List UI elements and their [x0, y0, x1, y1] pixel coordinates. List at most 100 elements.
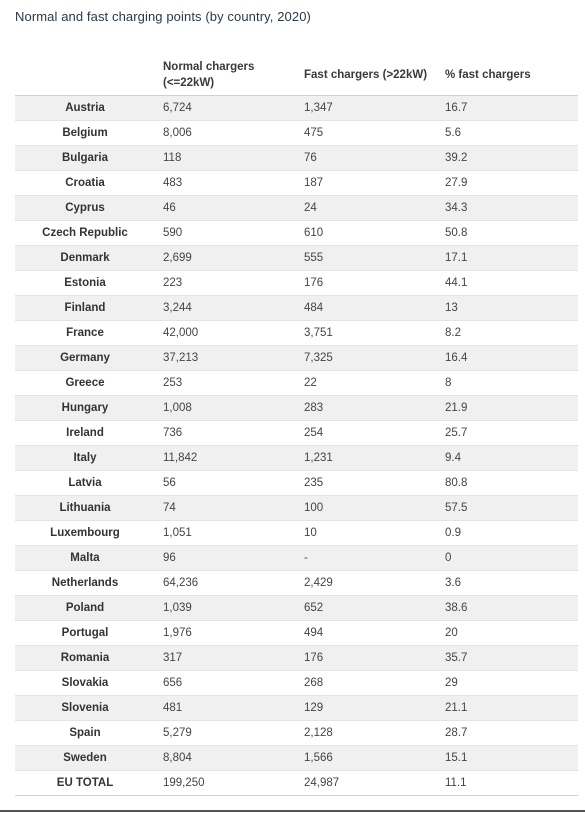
percent-fast-cell: 35.7: [437, 645, 578, 671]
table-row: Malta 96-0: [15, 545, 578, 571]
normal-chargers-cell: 8,804: [155, 745, 296, 771]
fast-chargers-cell: 176: [296, 645, 437, 671]
table-row: Poland 1,039 652 38.6: [15, 595, 578, 621]
percent-fast-cell: 5.6: [437, 120, 578, 146]
table-row: France 42,000 3,751 8.2: [15, 320, 578, 346]
table-row: Greece 253 22 8: [15, 370, 578, 396]
country-cell: France: [15, 320, 155, 346]
country-cell: Spain: [15, 720, 155, 746]
country-cell: Czech Republic: [15, 220, 155, 246]
charging-points-table: Normal chargers (<=22kW) Fast chargers (…: [15, 55, 578, 796]
table-row: Croatia 483 187 27.9: [15, 170, 578, 196]
country-cell: Hungary: [15, 395, 155, 421]
table-row: Czech Republic 590 610 50.8: [15, 220, 578, 246]
fast-chargers-cell: 254: [296, 420, 437, 446]
table-row: Lithuania 74 100 57.5: [15, 495, 578, 521]
percent-fast-cell: 16.4: [437, 345, 578, 371]
normal-chargers-cell: 317: [155, 645, 296, 671]
table-row: Austria 6,724 1,347 16.7: [15, 95, 578, 121]
percent-fast-cell: 0: [437, 545, 578, 571]
percent-fast-cell: 16.7: [437, 95, 578, 121]
percent-fast-cell: 3.6: [437, 570, 578, 596]
percent-fast-cell: 28.7: [437, 720, 578, 746]
table-row: Netherlands 64,236 2,429 3.6: [15, 570, 578, 596]
fast-chargers-cell: 235: [296, 470, 437, 496]
table-row: Germany 37,213 7,325 16.4: [15, 345, 578, 371]
country-cell: Sweden: [15, 745, 155, 771]
fast-chargers-cell: 76: [296, 145, 437, 171]
normal-chargers-cell: 5,279: [155, 720, 296, 746]
normal-chargers-cell: 590: [155, 220, 296, 246]
country-cell: Finland: [15, 295, 155, 321]
country-cell: Croatia: [15, 170, 155, 196]
country-cell: Ireland: [15, 420, 155, 446]
country-cell: Italy: [15, 445, 155, 471]
table-row: Finland 3,244 484 13: [15, 295, 578, 321]
normal-chargers-cell: 8,006: [155, 120, 296, 146]
normal-chargers-cell: 2,699: [155, 245, 296, 271]
table-body: Austria 6,724 1,347 16.7 Belgium 8,006 475 5.6 B…: [15, 95, 578, 796]
country-cell: Denmark: [15, 245, 155, 271]
column-header-country: [15, 55, 155, 96]
fast-chargers-cell: 22: [296, 370, 437, 396]
country-cell: Bulgaria: [15, 145, 155, 171]
normal-chargers-cell: 481: [155, 695, 296, 721]
normal-chargers-cell: 1,008: [155, 395, 296, 421]
normal-chargers-cell: 1,051: [155, 520, 296, 546]
table-row: Portugal 1,976 494 20: [15, 620, 578, 646]
country-cell: Germany: [15, 345, 155, 371]
normal-chargers-cell: 483: [155, 170, 296, 196]
fast-chargers-cell: 187: [296, 170, 437, 196]
country-cell: Lithuania: [15, 495, 155, 521]
table-row: Belgium 8,006 475 5.6: [15, 120, 578, 146]
normal-chargers-cell: 223: [155, 270, 296, 296]
table-row: Slovakia 656 268 29: [15, 670, 578, 696]
country-cell: Luxembourg: [15, 520, 155, 546]
fast-chargers-cell: 1,347: [296, 95, 437, 121]
country-cell: Slovakia: [15, 670, 155, 696]
fast-chargers-cell: 176: [296, 270, 437, 296]
percent-fast-cell: 8.2: [437, 320, 578, 346]
fast-chargers-cell: 10: [296, 520, 437, 546]
percent-fast-cell: 34.3: [437, 195, 578, 221]
fast-chargers-cell: 1,231: [296, 445, 437, 471]
table-row: Ireland 736 254 25.7: [15, 420, 578, 446]
fast-chargers-cell: 475: [296, 120, 437, 146]
table-row: Spain 5,279 2,128 28.7: [15, 720, 578, 746]
percent-fast-cell: 80.8: [437, 470, 578, 496]
percent-fast-cell: 21.9: [437, 395, 578, 421]
country-cell: Netherlands: [15, 570, 155, 596]
percent-fast-cell: 57.5: [437, 495, 578, 521]
percent-fast-cell: 39.2: [437, 145, 578, 171]
fast-chargers-cell: 100: [296, 495, 437, 521]
normal-chargers-cell: 199,250: [155, 770, 296, 796]
fast-chargers-cell: 610: [296, 220, 437, 246]
fast-chargers-cell: 2,128: [296, 720, 437, 746]
fast-chargers-cell: 129: [296, 695, 437, 721]
country-cell: Poland: [15, 595, 155, 621]
normal-chargers-cell: 736: [155, 420, 296, 446]
column-header-percent-fast: % fast chargers: [437, 55, 578, 96]
country-cell: Malta: [15, 545, 155, 571]
country-cell: EU TOTAL: [15, 770, 155, 796]
percent-fast-cell: 11.1: [437, 770, 578, 796]
country-cell: Austria: [15, 95, 155, 121]
table-row: EU TOTAL 199,250 24,987 11.1: [15, 770, 578, 796]
country-cell: Cyprus: [15, 195, 155, 221]
table-row: Denmark 2,699 555 17.1: [15, 245, 578, 271]
table-header-row: Normal chargers (<=22kW) Fast chargers (…: [15, 55, 578, 96]
normal-chargers-cell: 96: [155, 545, 296, 571]
fast-chargers-cell: 484: [296, 295, 437, 321]
percent-fast-cell: 27.9: [437, 170, 578, 196]
percent-fast-cell: 9.4: [437, 445, 578, 471]
percent-fast-cell: 0.9: [437, 520, 578, 546]
country-cell: Greece: [15, 370, 155, 396]
normal-chargers-cell: 6,724: [155, 95, 296, 121]
fast-chargers-cell: 283: [296, 395, 437, 421]
fast-chargers-cell: 1,566: [296, 745, 437, 771]
table-row: Latvia 56 235 80.8: [15, 470, 578, 496]
percent-fast-cell: 15.1: [437, 745, 578, 771]
normal-chargers-cell: 3,244: [155, 295, 296, 321]
table-row: Italy 11,842 1,231 9.4: [15, 445, 578, 471]
normal-chargers-cell: 64,236: [155, 570, 296, 596]
